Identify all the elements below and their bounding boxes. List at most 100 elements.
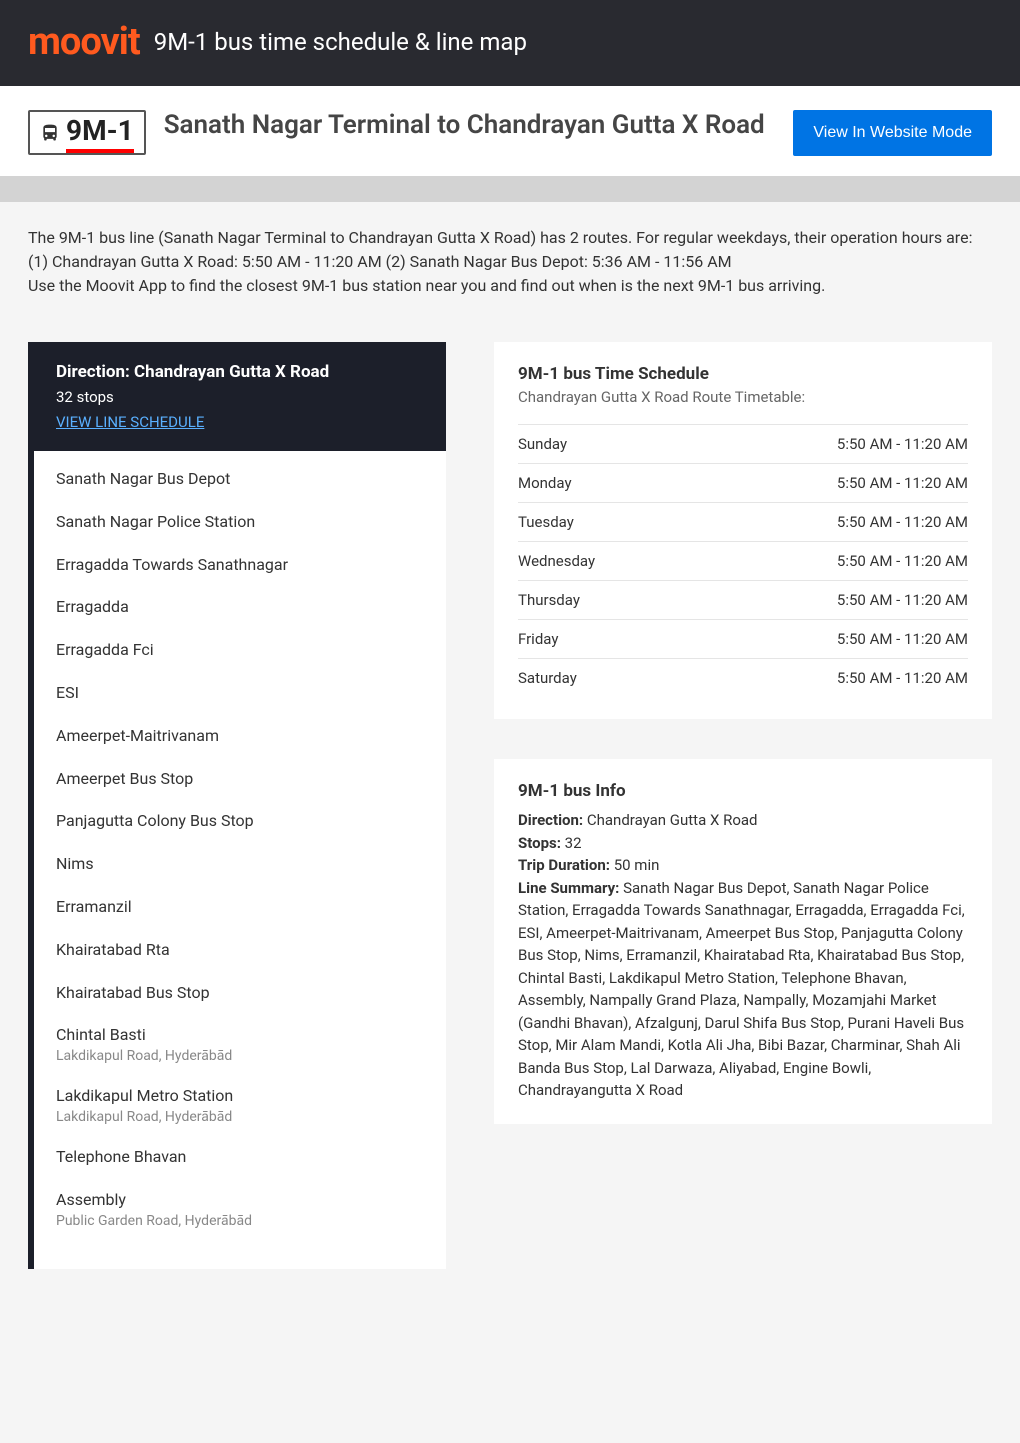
stop-item: Ameerpet Bus Stop xyxy=(56,769,424,790)
schedule-day: Friday xyxy=(518,620,685,659)
view-website-button[interactable]: View In Website Mode xyxy=(793,110,992,156)
schedule-day: Wednesday xyxy=(518,542,685,581)
schedule-row: Saturday5:50 AM - 11:20 AM xyxy=(518,659,968,698)
direction-title: Direction: Chandrayan Gutta X Road xyxy=(56,362,424,382)
stop-name: Erragadda Towards Sanathnagar xyxy=(56,555,424,576)
schedule-time: 5:50 AM - 11:20 AM xyxy=(685,503,968,542)
stop-item: Sanath Nagar Police Station xyxy=(56,512,424,533)
stop-name: Assembly xyxy=(56,1190,424,1211)
stop-sublabel: Lakdikapul Road, Hyderābād xyxy=(56,1048,424,1064)
intro-line-3: Use the Moovit App to find the closest 9… xyxy=(28,274,992,298)
stop-name: Telephone Bhavan xyxy=(56,1147,424,1168)
stop-item: Sanath Nagar Bus Depot xyxy=(56,469,424,490)
info-direction: Direction: Chandrayan Gutta X Road xyxy=(518,809,968,832)
info-duration-value: 50 min xyxy=(610,856,659,874)
schedule-time: 5:50 AM - 11:20 AM xyxy=(685,659,968,698)
bus-icon xyxy=(40,123,60,146)
schedule-row: Tuesday5:50 AM - 11:20 AM xyxy=(518,503,968,542)
stop-name: Khairatabad Bus Stop xyxy=(56,983,424,1004)
stop-item: Assembly Public Garden Road, Hyderābād xyxy=(56,1190,424,1229)
schedule-time: 5:50 AM - 11:20 AM xyxy=(685,620,968,659)
schedule-day: Saturday xyxy=(518,659,685,698)
schedule-row: Thursday5:50 AM - 11:20 AM xyxy=(518,581,968,620)
moovit-logo: moovit xyxy=(28,20,140,64)
direction-header: Direction: Chandrayan Gutta X Road 32 st… xyxy=(34,342,446,451)
stop-name: Khairatabad Rta xyxy=(56,940,424,961)
schedule-row: Sunday5:50 AM - 11:20 AM xyxy=(518,425,968,464)
info-card: 9M-1 bus Info Direction: Chandrayan Gutt… xyxy=(494,759,992,1124)
stop-item: Ameerpet-Maitrivanam xyxy=(56,726,424,747)
schedule-time: 5:50 AM - 11:20 AM xyxy=(685,581,968,620)
stop-name: Ameerpet Bus Stop xyxy=(56,769,424,790)
info-duration-label: Trip Duration: xyxy=(518,856,610,874)
stop-sublabel: Lakdikapul Road, Hyderābād xyxy=(56,1109,424,1125)
schedule-title: 9M-1 bus Time Schedule xyxy=(518,364,968,384)
direction-card: Direction: Chandrayan Gutta X Road 32 st… xyxy=(28,342,446,1269)
schedule-time: 5:50 AM - 11:20 AM xyxy=(685,464,968,503)
stop-name: Erragadda Fci xyxy=(56,640,424,661)
view-schedule-link[interactable]: VIEW LINE SCHEDULE xyxy=(56,413,204,431)
info-direction-value: Chandrayan Gutta X Road xyxy=(583,811,757,829)
direction-stops-count: 32 stops xyxy=(56,388,424,406)
stop-sublabel: Public Garden Road, Hyderābād xyxy=(56,1213,424,1229)
schedule-time: 5:50 AM - 11:20 AM xyxy=(685,542,968,581)
info-summary-label: Line Summary: xyxy=(518,879,619,897)
schedule-day: Monday xyxy=(518,464,685,503)
page-title: 9M-1 bus time schedule & line map xyxy=(154,28,527,56)
schedule-day: Tuesday xyxy=(518,503,685,542)
hero-section: 9M-1 Sanath Nagar Terminal to Chandrayan… xyxy=(0,86,1020,176)
stop-item: Telephone Bhavan xyxy=(56,1147,424,1168)
info-direction-label: Direction: xyxy=(518,811,583,829)
right-column: 9M-1 bus Time Schedule Chandrayan Gutta … xyxy=(494,342,992,1124)
schedule-row: Friday5:50 AM - 11:20 AM xyxy=(518,620,968,659)
stop-item: Panjagutta Colony Bus Stop xyxy=(56,811,424,832)
info-stops-label: Stops: xyxy=(518,834,561,852)
stop-name: Erragadda xyxy=(56,597,424,618)
stop-item: Lakdikapul Metro Station Lakdikapul Road,… xyxy=(56,1086,424,1125)
header-bar: moovit 9M-1 bus time schedule & line map xyxy=(0,0,1020,86)
info-summary: Line Summary: Sanath Nagar Bus Depot, Sa… xyxy=(518,877,968,1102)
stops-list: Sanath Nagar Bus Depot Sanath Nagar Polic… xyxy=(34,451,446,1269)
intro-line-2: (1) Chandrayan Gutta X Road: 5:50 AM - 1… xyxy=(28,250,992,274)
badge-underline xyxy=(66,149,134,153)
stop-name: Panjagutta Colony Bus Stop xyxy=(56,811,424,832)
info-title: 9M-1 bus Info xyxy=(518,781,968,801)
stop-name: Erramanzil xyxy=(56,897,424,918)
schedule-day: Thursday xyxy=(518,581,685,620)
schedule-time: 5:50 AM - 11:20 AM xyxy=(685,425,968,464)
stop-name: ESI xyxy=(56,683,424,704)
stop-item: Erragadda Fci xyxy=(56,640,424,661)
main-content: Direction: Chandrayan Gutta X Road 32 st… xyxy=(0,322,1020,1309)
stop-name: Ameerpet-Maitrivanam xyxy=(56,726,424,747)
stop-item: Chintal Basti Lakdikapul Road, Hyderābād xyxy=(56,1025,424,1064)
schedule-card: 9M-1 bus Time Schedule Chandrayan Gutta … xyxy=(494,342,992,719)
stop-name: Nims xyxy=(56,854,424,875)
stop-item: Erragadda Towards Sanathnagar xyxy=(56,555,424,576)
intro-text: The 9M-1 bus line (Sanath Nagar Terminal… xyxy=(0,202,1020,322)
stop-name: Chintal Basti xyxy=(56,1025,424,1046)
stop-item: Nims xyxy=(56,854,424,875)
left-column: Direction: Chandrayan Gutta X Road 32 st… xyxy=(28,342,446,1269)
stop-name: Sanath Nagar Bus Depot xyxy=(56,469,424,490)
route-badge: 9M-1 xyxy=(28,110,146,155)
stop-item: Erragadda xyxy=(56,597,424,618)
stop-name: Sanath Nagar Police Station xyxy=(56,512,424,533)
schedule-day: Sunday xyxy=(518,425,685,464)
gray-strip xyxy=(0,176,1020,202)
schedule-row: Wednesday5:50 AM - 11:20 AM xyxy=(518,542,968,581)
stop-item: Erramanzil xyxy=(56,897,424,918)
info-stops-value: 32 xyxy=(561,834,582,852)
route-title: Sanath Nagar Terminal to Chandrayan Gutt… xyxy=(164,110,776,141)
schedule-subtitle: Chandrayan Gutta X Road Route Timetable: xyxy=(518,388,968,406)
stop-item: Khairatabad Bus Stop xyxy=(56,983,424,1004)
stop-name: Lakdikapul Metro Station xyxy=(56,1086,424,1107)
route-number: 9M-1 xyxy=(66,116,134,147)
schedule-row: Monday5:50 AM - 11:20 AM xyxy=(518,464,968,503)
intro-line-1: The 9M-1 bus line (Sanath Nagar Terminal… xyxy=(28,226,992,250)
info-stops: Stops: 32 xyxy=(518,832,968,855)
stop-item: ESI xyxy=(56,683,424,704)
info-duration: Trip Duration: 50 min xyxy=(518,854,968,877)
info-summary-value: Sanath Nagar Bus Depot, Sanath Nagar Pol… xyxy=(518,879,965,1100)
schedule-table: Sunday5:50 AM - 11:20 AMMonday5:50 AM - … xyxy=(518,424,968,697)
stop-item: Khairatabad Rta xyxy=(56,940,424,961)
